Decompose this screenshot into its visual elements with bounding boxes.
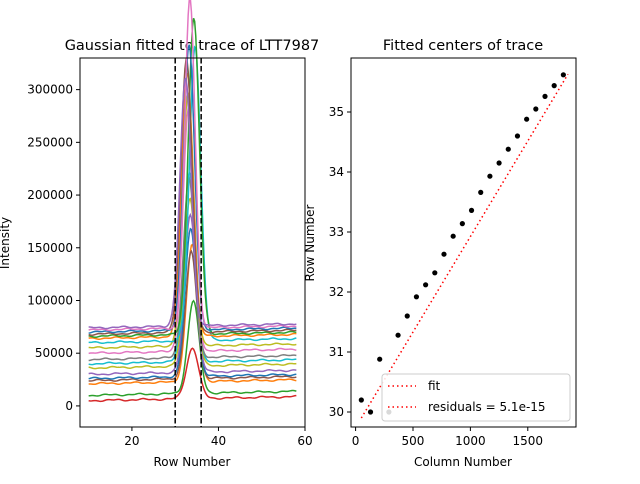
right-y-axis-label: Row Number (303, 204, 317, 281)
fitted-center-point (514, 133, 521, 139)
fitted-center-point (404, 313, 410, 319)
right-chart: Fitted centers of trace 0 500 1000 1500 303… (303, 38, 577, 469)
right-chart-title: Fitted centers of trace (383, 38, 543, 54)
trace-series-1 (88, 347, 297, 403)
fitted-center-point (551, 83, 557, 89)
right-y-tick-label: 33 (329, 225, 344, 239)
right-x-tick-label: 1000 (455, 434, 486, 448)
fitted-center-point (450, 233, 456, 239)
legend-residuals-label: residuals = 5.1e-15 (428, 400, 546, 414)
fit-line (360, 73, 569, 419)
left-y-tick-label: 150000 (27, 241, 73, 255)
left-y-tick-label: 100000 (27, 293, 73, 307)
fitted-center-point (560, 72, 566, 78)
trace-series-2 (88, 299, 297, 397)
right-y-tick-label: 34 (329, 165, 344, 179)
fitted-center-point (441, 251, 447, 257)
fitted-center-point (478, 189, 484, 195)
trace-series-17 (88, 0, 297, 332)
legend-box (381, 373, 571, 422)
fitted-center-point (432, 270, 438, 276)
fitted-center-point (505, 146, 511, 152)
trace-series-3 (88, 243, 297, 386)
left-y-ticks: 0 50000 100000 150000 200000 250000 300000 (27, 83, 80, 413)
right-x-tick-label: 500 (402, 434, 425, 448)
left-y-axis-label: Intensity (0, 217, 12, 269)
fitted-center-point (367, 409, 374, 415)
left-y-tick-label: 200000 (27, 188, 73, 202)
left-y-tick-label: 300000 (27, 83, 73, 97)
right-legend: fit residuals = 5.1e-15 (381, 373, 571, 422)
fitted-center-point (413, 294, 420, 300)
legend-fit-label: fit (428, 379, 441, 393)
fitted-center-point (496, 160, 502, 166)
left-axes-frame (79, 57, 306, 428)
trace-series-15 (88, 58, 297, 336)
left-x-tick-label: 40 (211, 434, 226, 448)
left-plot-area (88, 0, 297, 427)
right-y-tick-label: 32 (329, 285, 344, 299)
right-x-tick-label: 0 (352, 434, 360, 448)
fitted-center-point (377, 356, 383, 362)
fitted-center-point (423, 282, 429, 288)
right-y-tick-label: 35 (329, 105, 344, 119)
right-x-tick-label: 1500 (513, 434, 544, 448)
right-y-ticks: 30 31 32 33 34 35 (329, 105, 351, 419)
trace-series-5 (88, 227, 297, 380)
left-x-tick-label: 60 (297, 434, 312, 448)
trace-series-16 (88, 44, 297, 334)
fitted-center-point (459, 221, 465, 227)
left-x-tick-label: 20 (124, 434, 139, 448)
trace-series-18 (88, 77, 297, 330)
trace-series-12 (88, 45, 297, 345)
fitted-center-point (395, 332, 401, 338)
right-y-tick-label: 30 (329, 405, 344, 419)
left-chart: Gaussian fitted to trace of LTT7987 20 40… (0, 0, 319, 469)
left-y-tick-label: 0 (65, 399, 73, 413)
right-x-ticks: 0 500 1000 1500 (352, 427, 543, 448)
fitted-center-point (524, 116, 530, 122)
fitted-center-point (358, 397, 364, 403)
right-x-axis-label: Column Number (414, 455, 512, 469)
left-x-ticks: 20 40 60 (124, 427, 313, 448)
left-y-tick-label: 50000 (35, 346, 73, 360)
right-plot-area (358, 72, 569, 419)
left-x-axis-label: Row Number (154, 455, 231, 469)
right-y-tick-label: 31 (329, 345, 344, 359)
fitted-center-point (533, 106, 539, 112)
trace-series-4 (88, 249, 297, 382)
fitted-center-point (468, 207, 475, 213)
fitted-center-point (542, 93, 548, 99)
right-axes-frame (350, 57, 577, 428)
left-y-tick-label: 250000 (27, 135, 73, 149)
fitted-center-point (487, 173, 493, 179)
